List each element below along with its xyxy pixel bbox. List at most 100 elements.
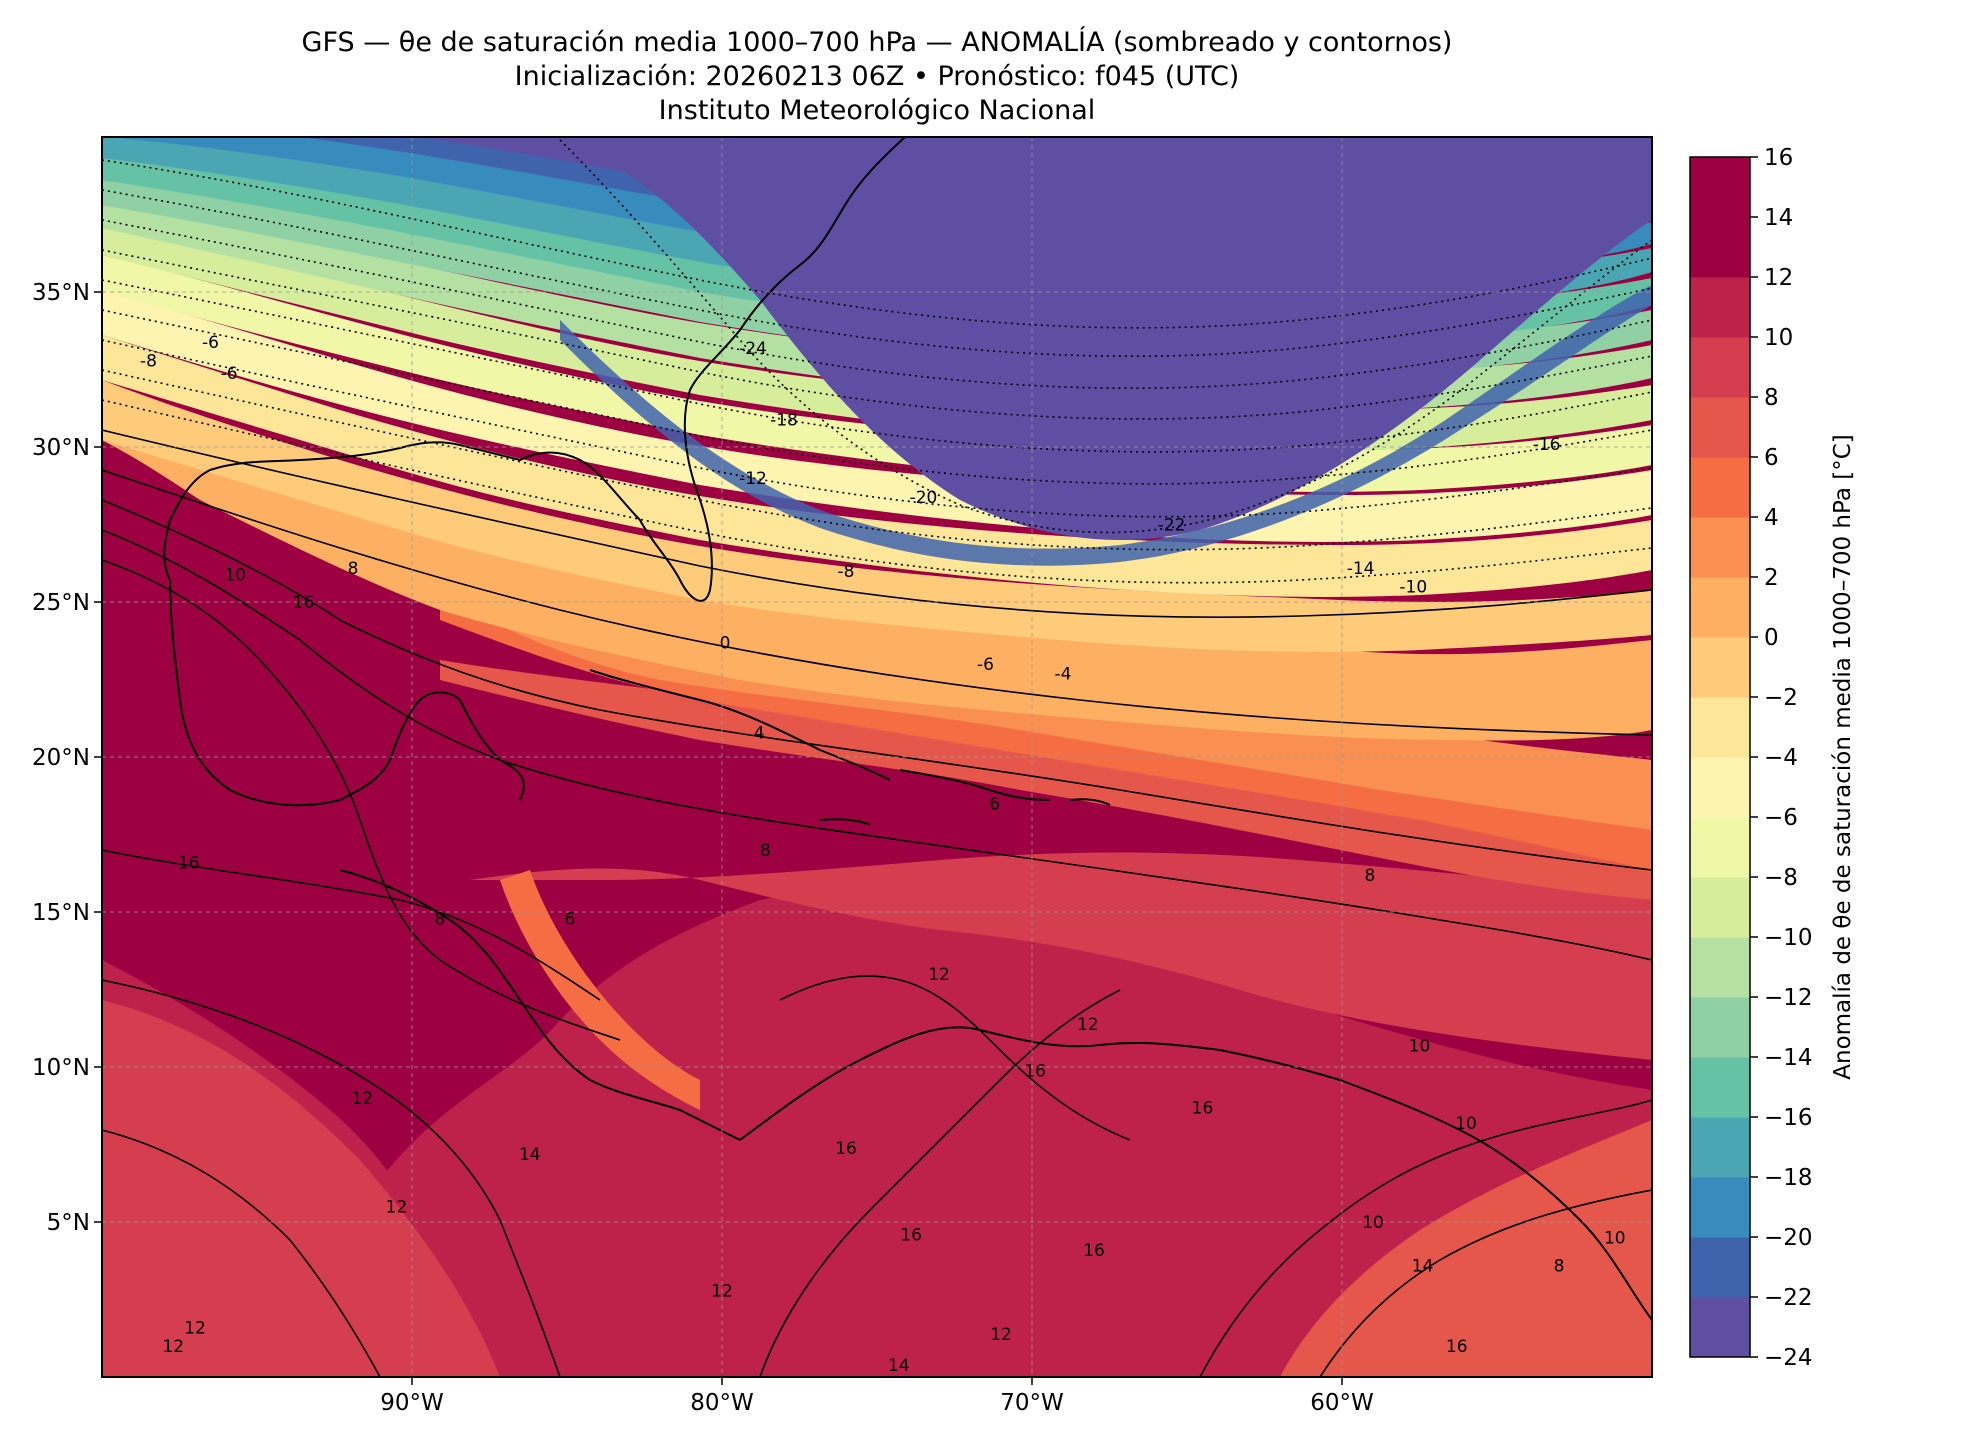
colorbar-tick-label: −4: [1764, 745, 1798, 771]
field-band-m18: [102, 137, 1652, 284]
colorbar-swatch: [1690, 937, 1750, 998]
coast-mexico-gulf: [169, 579, 461, 807]
contour-label: 12: [162, 1337, 184, 1357]
colorbar-tick-label: −2: [1764, 685, 1798, 711]
contour-label: 14: [1412, 1257, 1434, 1277]
colorbar-swatch: [1690, 817, 1750, 878]
contour-label: 10: [1362, 1213, 1384, 1233]
contour-label: 12: [352, 1089, 374, 1109]
field-band-m6: [102, 255, 1652, 492]
contour-label: 12: [184, 1319, 206, 1339]
map-subtitle-init: Inicialización: 20260213 06Z • Pronóstic…: [514, 61, 1240, 92]
colorbar-tick-label: −10: [1764, 925, 1813, 951]
colorbar-tick-label: 8: [1764, 385, 1779, 411]
coast-us-east: [639, 137, 906, 602]
contour-label: 14: [519, 1145, 541, 1165]
colorbar-swatch: [1690, 517, 1750, 578]
colorbar-swatch: [1690, 997, 1750, 1058]
colorbar-tick-label: −12: [1764, 985, 1813, 1011]
y-tick-label: 35°N: [32, 280, 90, 306]
colorbar-swatch: [1690, 1297, 1750, 1358]
contour-label: -6: [977, 655, 994, 675]
contour-label: 8: [760, 841, 771, 861]
colorbar-swatch: [1690, 457, 1750, 518]
y-tick-label: 10°N: [32, 1055, 90, 1081]
coast-yucatan: [459, 699, 525, 801]
gridlines: [102, 137, 1652, 1377]
contour-label: -4: [1055, 665, 1072, 685]
colorbar-tick-label: −14: [1764, 1045, 1813, 1071]
y-tick-label: 5°N: [47, 1210, 90, 1236]
colorbar-swatch: [1690, 1117, 1750, 1178]
map-title-block: GFS — θe de saturación media 1000–700 hP…: [102, 26, 1652, 128]
colorbar: 16 14 12 10 8 6 4 2 0 −2 −4 −6 −8 −10 −12 −14 −16 −18 −20 −…: [1689, 145, 1856, 1371]
colorbar-tick-label: −24: [1764, 1345, 1813, 1371]
coast-gulf-north: [163, 441, 641, 581]
colorbar-swatch: [1690, 217, 1750, 278]
coast-south-america-north: [739, 1026, 1652, 1321]
x-tick-label: 80°W: [690, 1390, 754, 1416]
x-axis-ticks: 90°W 80°W 70°W 60°W: [380, 1377, 1374, 1416]
contour-label: 6: [989, 795, 1000, 815]
contour-label: -8: [838, 562, 855, 582]
colorbar-tick-label: −6: [1764, 805, 1798, 831]
contour-label: 12: [386, 1198, 408, 1218]
contour-label: -14: [1347, 559, 1375, 579]
contour-label: 6: [565, 909, 576, 929]
contour-label: 16: [1083, 1241, 1105, 1261]
colorbar-tick-label: −22: [1764, 1285, 1813, 1311]
colorbar-tick-label: 12: [1764, 265, 1793, 291]
colorbar-tick-label: 16: [1764, 145, 1793, 171]
colorbar-swatch: [1690, 877, 1750, 938]
x-tick-label: 60°W: [1310, 1390, 1374, 1416]
colorbar-swatch: [1690, 1057, 1750, 1118]
field-band-m4: [102, 290, 1652, 542]
contour-label: 16: [835, 1139, 857, 1159]
colorbar-ticks: 16 14 12 10 8 6 4 2 0 −2 −4 −6 −8 −10 −12 −14 −16 −18 −20 −…: [1750, 145, 1813, 1371]
contour-label: -16: [1533, 435, 1561, 455]
colorbar-label: Anomalía de θe de saturación media 1000–…: [1830, 434, 1856, 1079]
colorbar-swatch: [1690, 157, 1750, 218]
colorbar-tick-label: 14: [1764, 205, 1793, 231]
field-band-12: [102, 891, 1652, 1377]
colorbar-tick-label: −16: [1764, 1105, 1813, 1131]
contour-label: 16: [1446, 1337, 1468, 1357]
contour-label: 8: [348, 559, 359, 579]
contour-lines: [102, 139, 1652, 1377]
field-band-m24-core: [560, 137, 1652, 540]
contour-label: 16: [1192, 1099, 1214, 1119]
contour-label: -24: [739, 339, 767, 359]
colorbar-swatch: [1690, 397, 1750, 458]
contour-label: -22: [1158, 516, 1186, 536]
colorbar-swatch: [1690, 1177, 1750, 1238]
contour-label: 10: [1604, 1229, 1626, 1249]
contour-label: -18: [770, 410, 798, 430]
colorbar-tick-label: 2: [1764, 565, 1779, 591]
contour-label: -20: [910, 488, 938, 508]
colorbar-tick-label: −20: [1764, 1225, 1813, 1251]
colorbar-swatch: [1690, 697, 1750, 758]
field-band-carib-12: [470, 852, 1652, 1060]
colorbar-swatch: [1690, 337, 1750, 398]
contour-labels: -6-6-8-24-18-12-8-20-22-14-10-16-6 -40410…: [140, 333, 1626, 1376]
y-tick-label: 30°N: [32, 435, 90, 461]
contour-label: -10: [1399, 578, 1427, 598]
contour-label: 16: [293, 593, 315, 613]
contour-label: 8: [434, 909, 445, 929]
anomaly-field: -6-6-8-24-18-12-8-20-22-14-10-16-6 -40410…: [102, 137, 1652, 1377]
field-band-8-south: [1280, 1120, 1652, 1377]
coast-jamaica: [819, 818, 871, 826]
contour-label: 0: [720, 634, 731, 654]
colorbar-swatch: [1690, 577, 1750, 638]
y-tick-label: 25°N: [32, 590, 90, 616]
field-band-8: [440, 660, 1652, 900]
y-axis-ticks: 35°N 30°N 25°N 20°N 15°N 10°N 5°N: [32, 280, 102, 1236]
coastlines: [163, 137, 1652, 1321]
field-band-2: [102, 400, 1652, 741]
x-tick-label: 70°W: [1000, 1390, 1064, 1416]
contour-label: -6: [221, 364, 238, 384]
contour-label: -6: [202, 333, 219, 353]
contour-label: 12: [711, 1281, 733, 1301]
field-band-6-ca: [500, 870, 700, 1110]
